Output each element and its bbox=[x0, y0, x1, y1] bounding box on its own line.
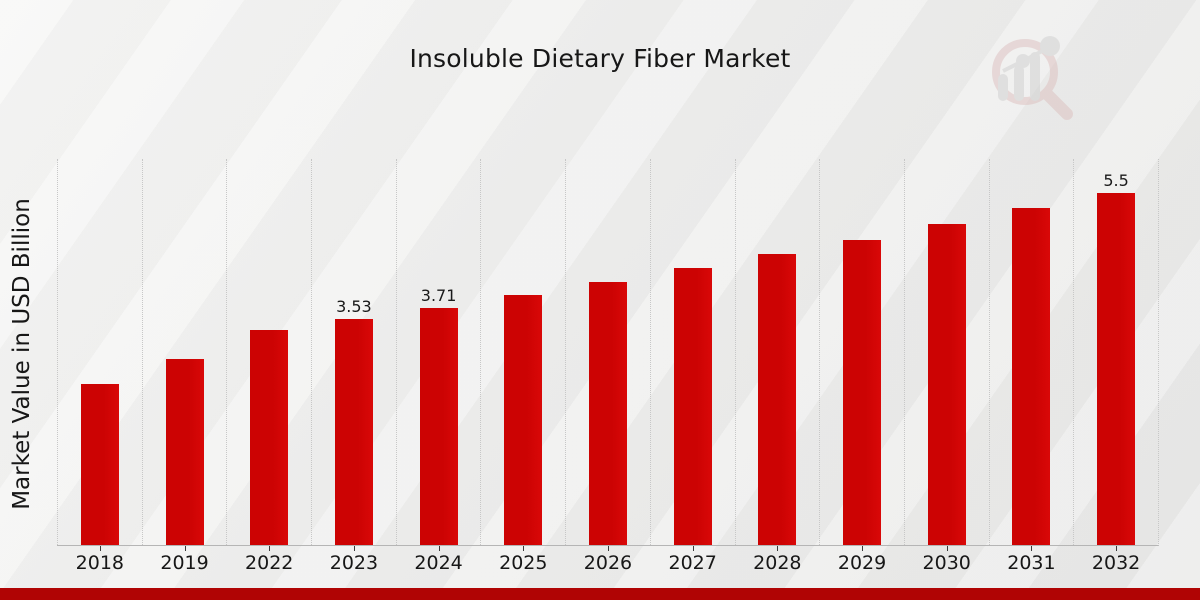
y-axis-label: Market Value in USD Billion bbox=[9, 198, 35, 510]
bar bbox=[758, 254, 797, 545]
bar-slot: 2019 bbox=[141, 159, 227, 574]
bar bbox=[927, 224, 966, 545]
x-tick-label: 2027 bbox=[668, 552, 717, 574]
x-tick-label: 2018 bbox=[75, 552, 125, 574]
x-tick-mark bbox=[1031, 546, 1033, 551]
x-tick-mark bbox=[607, 546, 609, 551]
bar bbox=[419, 308, 458, 545]
bar-slot: 3.71 2024 bbox=[395, 159, 481, 574]
x-tick-mark bbox=[1116, 546, 1118, 551]
x-tick-mark bbox=[184, 546, 186, 551]
x-tick-mark bbox=[862, 546, 864, 551]
x-tick-mark bbox=[692, 546, 694, 551]
bar bbox=[1012, 208, 1051, 545]
chart-title: Insoluble Dietary Fiber Market bbox=[409, 44, 791, 73]
x-tick-label: 2032 bbox=[1091, 552, 1141, 574]
x-tick-label: 2025 bbox=[499, 552, 548, 574]
bar bbox=[1097, 193, 1136, 545]
bar-value-label: 3.53 bbox=[336, 297, 372, 316]
bar-slot: 3.53 2023 bbox=[311, 159, 396, 574]
x-tick-mark bbox=[99, 546, 101, 551]
x-tick-label: 2031 bbox=[1007, 552, 1056, 574]
x-tick-mark bbox=[269, 546, 271, 551]
x-tick-label: 2030 bbox=[922, 552, 971, 574]
x-tick-label: 2028 bbox=[753, 552, 802, 574]
bar bbox=[334, 319, 373, 545]
x-tick-label: 2029 bbox=[837, 552, 887, 574]
magnifier-bar-chart-logo-icon bbox=[992, 36, 1073, 120]
bar-slot: 2029 bbox=[819, 159, 904, 574]
x-tick-mark bbox=[523, 546, 525, 551]
bar-slot: 2031 bbox=[988, 159, 1074, 574]
x-tick-label: 2019 bbox=[160, 552, 209, 574]
bar bbox=[673, 268, 712, 545]
bar-slot: 2026 bbox=[565, 159, 650, 574]
bar bbox=[504, 295, 543, 545]
x-tick-mark bbox=[353, 546, 355, 551]
bar-value-label: 5.5 bbox=[1103, 171, 1129, 190]
bar bbox=[80, 384, 119, 545]
x-tick-label: 2023 bbox=[329, 552, 379, 574]
bar-slot: 2028 bbox=[734, 159, 820, 574]
bar-slot: 2018 bbox=[57, 159, 142, 574]
x-tick-label: 2024 bbox=[414, 552, 463, 574]
bar bbox=[843, 240, 882, 545]
bar-slot: 2025 bbox=[480, 159, 565, 574]
brand-accent-bar bbox=[0, 588, 1200, 600]
x-tick-mark bbox=[777, 546, 779, 551]
bar-value-label: 3.71 bbox=[420, 286, 457, 305]
bar-slot: 2030 bbox=[903, 159, 989, 574]
bar-slot: 5.5 2032 bbox=[1073, 159, 1158, 574]
bar bbox=[250, 330, 289, 545]
x-tick-label: 2026 bbox=[583, 552, 633, 574]
x-tick-mark bbox=[438, 546, 440, 551]
x-tick-mark bbox=[946, 546, 948, 551]
plot-area: 2018 2019 2022 3.53 2023 3.71 2024 2025 2026 2027… bbox=[57, 159, 1159, 574]
bar-slot: 2022 bbox=[226, 159, 311, 574]
bar bbox=[165, 359, 204, 545]
x-tick-label: 2022 bbox=[245, 552, 294, 574]
bar bbox=[588, 282, 627, 545]
bar-slot: 2027 bbox=[649, 159, 735, 574]
